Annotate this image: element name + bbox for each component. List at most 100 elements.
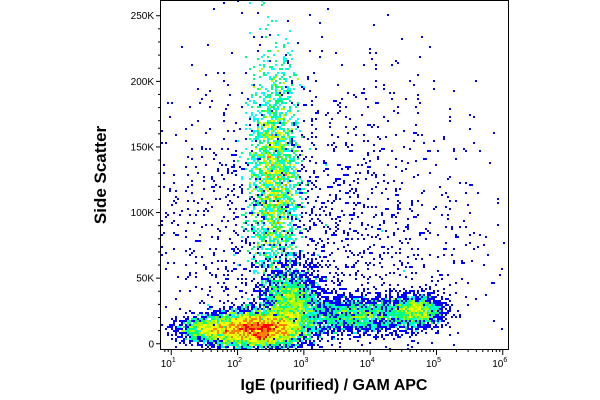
density-cell xyxy=(251,140,253,142)
density-cell xyxy=(271,132,273,134)
density-cell xyxy=(263,116,265,118)
density-cell xyxy=(239,290,241,292)
density-cell xyxy=(257,224,259,226)
density-cell xyxy=(275,292,277,294)
density-cell xyxy=(483,264,485,266)
density-cell xyxy=(263,264,265,266)
density-cell xyxy=(339,318,341,320)
density-cell xyxy=(413,310,415,312)
density-cell xyxy=(271,268,273,270)
density-cell xyxy=(305,192,307,194)
density-cell xyxy=(303,312,305,314)
density-cell xyxy=(307,180,309,182)
density-cell xyxy=(269,158,271,160)
density-cell xyxy=(305,316,307,318)
density-cell xyxy=(383,304,385,306)
density-cell xyxy=(349,308,351,310)
density-cell xyxy=(211,100,213,102)
density-cell xyxy=(219,186,221,188)
density-cell xyxy=(293,210,295,212)
density-cell xyxy=(299,184,301,186)
density-cell xyxy=(255,186,257,188)
density-cell xyxy=(407,328,409,330)
density-cell xyxy=(409,302,411,304)
density-cell xyxy=(267,258,269,260)
density-cell xyxy=(281,148,283,150)
density-cell xyxy=(297,162,299,164)
density-cell xyxy=(263,100,265,102)
density-cell xyxy=(263,94,265,96)
density-cell xyxy=(433,314,435,316)
density-cell xyxy=(197,326,199,328)
density-cell xyxy=(395,316,397,318)
density-cell xyxy=(259,196,261,198)
density-cell xyxy=(293,206,295,208)
density-cell xyxy=(351,238,353,240)
density-cell xyxy=(355,326,357,328)
density-cell xyxy=(433,316,435,318)
density-cell xyxy=(259,202,261,204)
density-cell xyxy=(445,304,447,306)
density-cell xyxy=(281,320,283,322)
density-cell xyxy=(349,294,351,296)
density-cell xyxy=(213,320,215,322)
density-cell xyxy=(261,278,263,280)
density-cell xyxy=(443,288,445,290)
density-cell xyxy=(283,212,285,214)
density-cell xyxy=(277,98,279,100)
density-cell xyxy=(237,252,239,254)
density-cell xyxy=(367,312,369,314)
density-cell xyxy=(235,316,237,318)
density-cell xyxy=(297,144,299,146)
density-cell xyxy=(273,242,275,244)
density-cell xyxy=(277,116,279,118)
density-cell xyxy=(277,166,279,168)
density-cell xyxy=(257,138,259,140)
density-cell xyxy=(445,248,447,250)
density-cell xyxy=(289,112,291,114)
density-cell xyxy=(325,284,327,286)
density-cell xyxy=(435,326,437,328)
density-cell xyxy=(289,212,291,214)
density-cell xyxy=(259,172,261,174)
density-cell xyxy=(283,316,285,318)
density-cell xyxy=(277,108,279,110)
density-cell xyxy=(325,304,327,306)
density-cell xyxy=(411,210,413,212)
density-cell xyxy=(215,154,217,156)
density-cell xyxy=(217,314,219,316)
density-cell xyxy=(309,314,311,316)
density-cell xyxy=(371,252,373,254)
density-cell xyxy=(297,104,299,106)
density-cell xyxy=(267,170,269,172)
density-cell xyxy=(277,100,279,102)
density-cell xyxy=(311,104,313,106)
density-cell xyxy=(327,310,329,312)
density-cell xyxy=(411,320,413,322)
density-cell xyxy=(295,264,297,266)
density-cell xyxy=(301,276,303,278)
density-cell xyxy=(279,302,281,304)
density-cell xyxy=(411,298,413,300)
density-cell xyxy=(215,314,217,316)
density-cell xyxy=(279,288,281,290)
density-cell xyxy=(315,96,317,98)
density-cell xyxy=(291,298,293,300)
density-cell xyxy=(193,320,195,322)
density-cell xyxy=(301,250,303,252)
density-cell xyxy=(273,126,275,128)
density-cell xyxy=(287,88,289,90)
density-cell xyxy=(413,322,415,324)
density-cell xyxy=(415,124,417,126)
density-cell xyxy=(217,282,219,284)
density-cell xyxy=(257,308,259,310)
density-cell xyxy=(313,172,315,174)
density-cell xyxy=(279,160,281,162)
density-cell xyxy=(387,318,389,320)
density-cell xyxy=(309,226,311,228)
density-cell xyxy=(285,248,287,250)
density-cell xyxy=(281,122,283,124)
density-cell xyxy=(227,84,229,86)
density-cell xyxy=(341,312,343,314)
